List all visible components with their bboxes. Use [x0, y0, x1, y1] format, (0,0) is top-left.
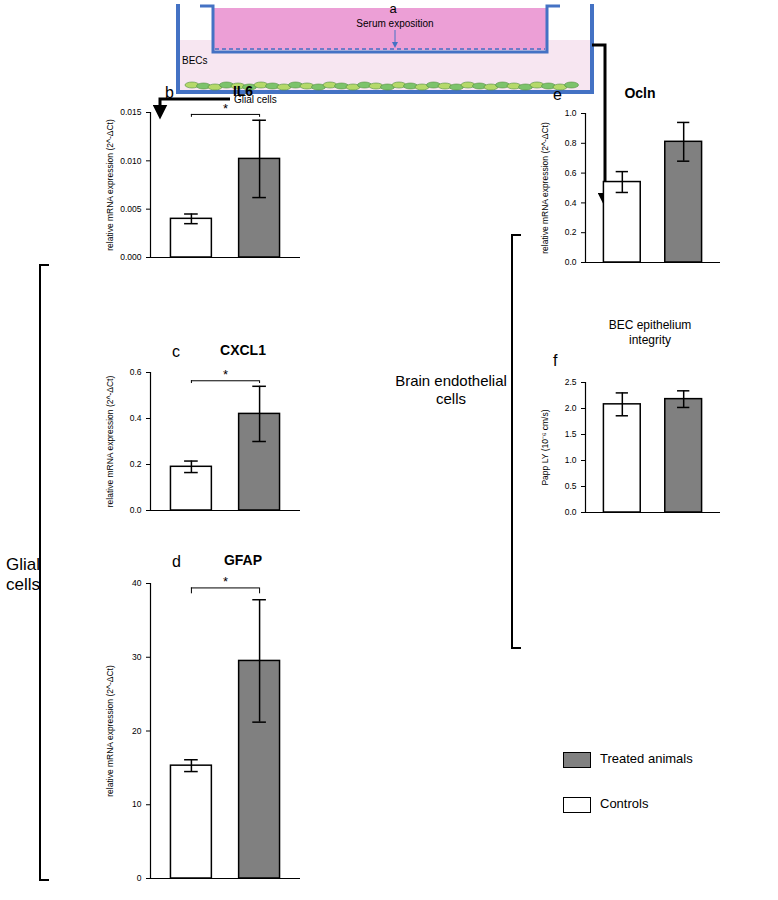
svg-text:Serum exposition: Serum exposition [356, 18, 433, 29]
svg-text:10: 10 [132, 799, 142, 809]
svg-text:40: 40 [132, 578, 142, 588]
svg-text:Papp LY (10⁻⁶ cm/s): Papp LY (10⁻⁶ cm/s) [540, 409, 550, 485]
svg-text:0.6: 0.6 [130, 367, 142, 377]
svg-text:0.6: 0.6 [565, 168, 577, 178]
svg-text:1.5: 1.5 [565, 429, 577, 439]
svg-text:*: * [223, 101, 228, 116]
html-text:c: c [172, 343, 180, 360]
svg-text:0.0: 0.0 [565, 507, 577, 517]
svg-text:30: 30 [132, 652, 142, 662]
svg-text:a: a [389, 1, 397, 16]
svg-text:0.0: 0.0 [130, 505, 142, 515]
svg-text:0: 0 [137, 873, 142, 883]
svg-text:*: * [223, 367, 228, 382]
svg-text:0.0: 0.0 [565, 257, 577, 267]
svg-text:relative mRNA expression (2^-Δ: relative mRNA expression (2^-ΔCt) [540, 122, 550, 254]
html-text:Ocln: Ocln [624, 85, 656, 101]
html-text:BEC epithelium integrity: BEC epithelium integrity [608, 318, 692, 347]
svg-text:relative mRNA expression (2^-Δ: relative mRNA expression (2^-ΔCt) [105, 119, 115, 251]
svg-text:0.010: 0.010 [120, 156, 142, 166]
svg-text:0.2: 0.2 [565, 227, 577, 237]
svg-text:0.4: 0.4 [565, 198, 577, 208]
html-text:Treated animals: Treated animals [600, 751, 693, 766]
svg-text:0.5: 0.5 [565, 481, 577, 491]
svg-text:relative mRNA expression (2^-Δ: relative mRNA expression (2^-ΔCt) [105, 665, 115, 797]
html-text:CXCL1: CXCL1 [220, 342, 266, 358]
svg-text:2.0: 2.0 [565, 403, 577, 413]
svg-text:relative mRNA expression (2^-Δ: relative mRNA expression (2^-ΔCt) [105, 376, 115, 508]
svg-text:0.000: 0.000 [120, 252, 142, 262]
svg-text:0.005: 0.005 [120, 204, 142, 214]
html-text:Controls: Controls [600, 796, 649, 811]
html-text:f: f [553, 352, 558, 369]
svg-text:*: * [223, 574, 228, 589]
html-text:Brain endothelial cells: Brain endothelial cells [395, 372, 507, 407]
html-text:d: d [172, 553, 181, 570]
svg-text:0.015: 0.015 [120, 107, 142, 117]
html-text:GFAP: GFAP [223, 552, 263, 568]
html-text:IL6: IL6 [232, 83, 254, 99]
svg-text:0.8: 0.8 [565, 138, 577, 148]
svg-text:BECs: BECs [182, 55, 208, 66]
svg-text:0.2: 0.2 [130, 459, 142, 469]
svg-text:Glial cells: Glial cells [234, 94, 277, 105]
svg-text:2.5: 2.5 [565, 377, 577, 387]
html-text:b: b [165, 84, 174, 101]
html-text:Glial cells: Glial cells [6, 555, 40, 594]
svg-text:0.4: 0.4 [130, 413, 142, 423]
svg-text:20: 20 [132, 726, 142, 736]
svg-text:1.0: 1.0 [565, 108, 577, 118]
html-text:e: e [553, 86, 562, 103]
svg-text:1.0: 1.0 [565, 455, 577, 465]
